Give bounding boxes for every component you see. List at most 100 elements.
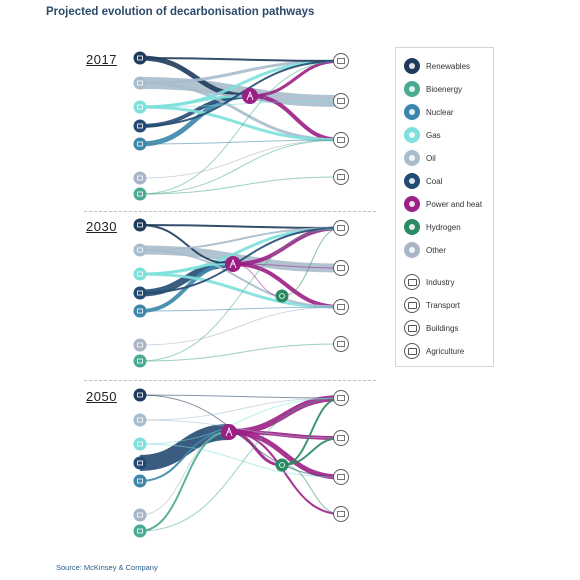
sector-node-agriculture [333, 336, 349, 352]
panel-2050 [133, 388, 349, 538]
other-icon [133, 171, 147, 185]
other-glyph [137, 512, 143, 518]
pylon-glyph [225, 426, 233, 437]
other-icon [133, 338, 147, 352]
flow-renewables-to-industry [139, 394, 342, 399]
flow-power_and_heat-to-transport [232, 263, 342, 269]
industry-icon [333, 53, 349, 69]
agriculture-glyph [337, 341, 345, 347]
other-glyph [137, 342, 143, 348]
hydrogen-icon [275, 289, 289, 303]
section-divider [84, 380, 376, 381]
flow-renewables-to-power_and_heat [139, 224, 234, 265]
flow-renewables-to-power_and_heat [139, 55, 251, 99]
transport-icon [333, 93, 349, 109]
bioenergy-glyph [137, 358, 143, 364]
tractor-icon [404, 343, 420, 359]
gas-glyph [137, 271, 143, 277]
industry-glyph [337, 395, 345, 401]
flow-hydrogen-to-agriculture [281, 464, 342, 515]
factory-icon [404, 274, 420, 290]
panel-2017 [133, 51, 349, 201]
flow-bioenergy-to-industry [139, 397, 342, 532]
hydrogen-icon [404, 219, 420, 235]
sector-node-buildings [333, 469, 349, 485]
oil-icon [133, 243, 147, 257]
transport-icon [333, 430, 349, 446]
bioenergy-glyph [137, 528, 143, 534]
agriculture-icon [333, 336, 349, 352]
flow-other-to-buildings [139, 139, 342, 179]
coal-glyph [137, 460, 143, 466]
flow-nuclear-to-buildings [139, 306, 342, 312]
agriculture-glyph [337, 511, 345, 517]
gas-icon [133, 100, 147, 114]
legend-item-other: Other [404, 241, 446, 259]
power-and-heat-node [221, 424, 237, 440]
oil-icon [133, 413, 147, 427]
power-pylon-icon [404, 196, 420, 212]
source-node-nuclear [133, 137, 147, 151]
sector-node-agriculture [333, 169, 349, 185]
transport-glyph [337, 98, 345, 104]
nuclear-icon [133, 304, 147, 318]
coal-glyph [137, 290, 143, 296]
source-node-oil [133, 243, 147, 257]
source-node-gas [133, 437, 147, 451]
year-label-2030: 2030 [86, 219, 117, 234]
transport-icon [333, 260, 349, 276]
source-node-gas [133, 267, 147, 281]
flow-hydrogen-to-transport [281, 437, 342, 466]
coal-icon [133, 286, 147, 300]
power-and-heat-node [242, 88, 258, 104]
source-node-renewables [133, 218, 147, 232]
agriculture-icon [333, 169, 349, 185]
panel-2030 [133, 218, 349, 368]
legend-item-hydrogen: Hydrogen [404, 218, 461, 236]
legend-item-bioenergy: Bioenergy [404, 80, 462, 98]
flow-power_and_heat-to-industry [228, 395, 342, 435]
legend-item-renewables: Renewables [404, 57, 470, 75]
legend-label: Coal [426, 176, 443, 186]
source-node-coal [133, 286, 147, 300]
nuclear-glyph [137, 478, 143, 484]
sector-node-buildings [333, 299, 349, 315]
flow-oil-to-power_and_heat [139, 82, 251, 97]
industry-icon [333, 220, 349, 236]
flow-bioenergy-to-industry [139, 227, 342, 362]
legend-label: Agriculture [426, 346, 465, 356]
source-node-gas [133, 100, 147, 114]
source-node-bioenergy [133, 187, 147, 201]
flow-bioenergy-to-industry [139, 60, 342, 195]
renewables-glyph [137, 222, 143, 228]
agriculture-icon [333, 506, 349, 522]
coal-icon [133, 119, 147, 133]
bioenergy-icon [133, 354, 147, 368]
flow-oil-to-industry [139, 227, 342, 251]
source-node-other [133, 508, 147, 522]
nuclear-icon [404, 104, 420, 120]
flow-oil-to-transport [139, 77, 342, 107]
gas-icon [133, 267, 147, 281]
legend-label: Hydrogen [426, 222, 461, 232]
hydrogen-glyph [279, 462, 285, 468]
building-icon [404, 320, 420, 336]
industry-glyph [337, 58, 345, 64]
flow-other-to-buildings [139, 306, 342, 346]
renewables-glyph [137, 55, 143, 61]
renewables-icon [404, 58, 420, 74]
sector-node-industry [333, 53, 349, 69]
renewables-icon [133, 51, 147, 65]
bioenergy-glyph [137, 191, 143, 197]
flow-hydrogen-to-industry [281, 227, 342, 297]
renewables-icon [133, 218, 147, 232]
nuclear-glyph [137, 308, 143, 314]
gas-glyph [137, 441, 143, 447]
coal-icon [133, 456, 147, 470]
section-divider [84, 211, 376, 212]
transport-glyph [337, 435, 345, 441]
hydrogen-glyph [279, 293, 285, 299]
legend-label: Other [426, 245, 447, 255]
source-node-bioenergy [133, 354, 147, 368]
